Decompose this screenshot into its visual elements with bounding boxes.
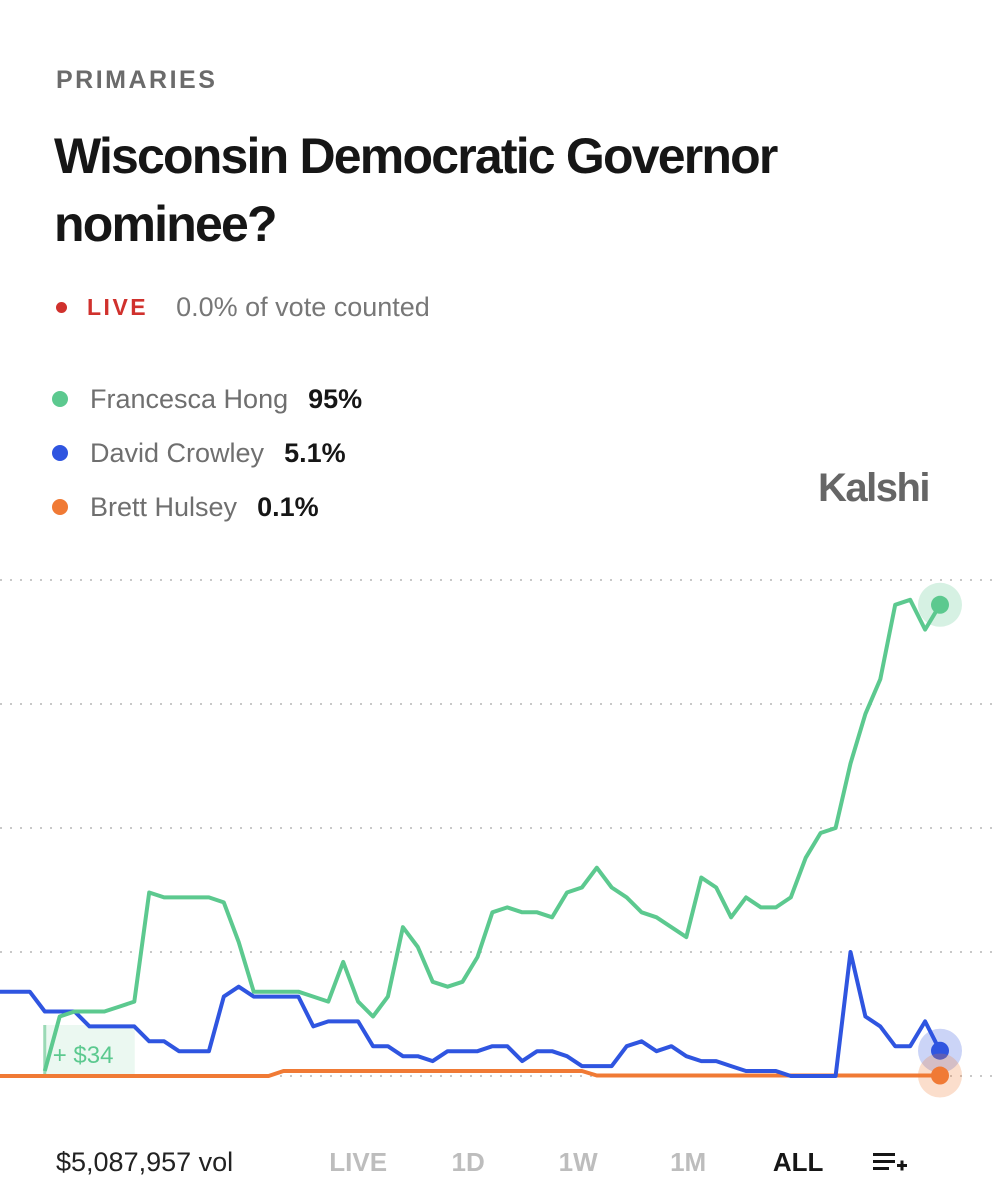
legend-value: 95% [308, 383, 363, 414]
legend-name: David Crowley [90, 437, 265, 468]
legend-name: Brett Hulsey [90, 491, 238, 522]
volume: $5,087,957 vol [56, 1146, 234, 1177]
annotation-box [44, 1025, 135, 1076]
legend-item: Brett Hulsey 0.1% [52, 480, 362, 534]
legend-item: David Crowley 5.1% [52, 426, 362, 480]
brand: Kalshi [818, 466, 931, 510]
bottom-bar: $5,087,957 vol LIVE 1D 1W 1M ALL [56, 1140, 956, 1184]
menu-icon[interactable] [871, 1147, 911, 1177]
annotation: + $34 [53, 1042, 114, 1069]
legend: Francesca Hong 95% David Crowley 5.1% Brett … [52, 372, 362, 534]
status: 0.0% of vote counted [176, 292, 430, 322]
live-label: LIVE [87, 294, 149, 320]
legend-dot [52, 445, 68, 461]
end-dot [931, 595, 949, 614]
legend-item: Francesca Hong 95% [52, 372, 362, 426]
legend-name: Francesca Hong [90, 383, 289, 414]
range-button[interactable]: ALL [772, 1146, 824, 1177]
range-buttons: LIVE 1D 1W 1M ALL [303, 1147, 853, 1178]
chart-title: Wisconsin Democratic Governor nominee? [54, 128, 778, 252]
legend-value: 0.1% [257, 491, 319, 522]
status-row: LIVE 0.0% of vote counted [56, 292, 430, 323]
section-label: PRIMARIES [56, 66, 218, 94]
range-button[interactable]: 1M [670, 1146, 707, 1177]
range-button[interactable]: 1D [451, 1146, 485, 1177]
end-dot [931, 1041, 949, 1060]
end-dot [931, 1066, 949, 1085]
legend-value: 5.1% [284, 437, 346, 468]
range-button[interactable]: 1W [558, 1146, 598, 1177]
live-dot [56, 302, 67, 313]
line [0, 950, 942, 1078]
legend-dot [52, 499, 68, 515]
line [42, 597, 942, 1072]
range-button[interactable]: LIVE [329, 1146, 388, 1177]
legend-dot [52, 391, 68, 407]
